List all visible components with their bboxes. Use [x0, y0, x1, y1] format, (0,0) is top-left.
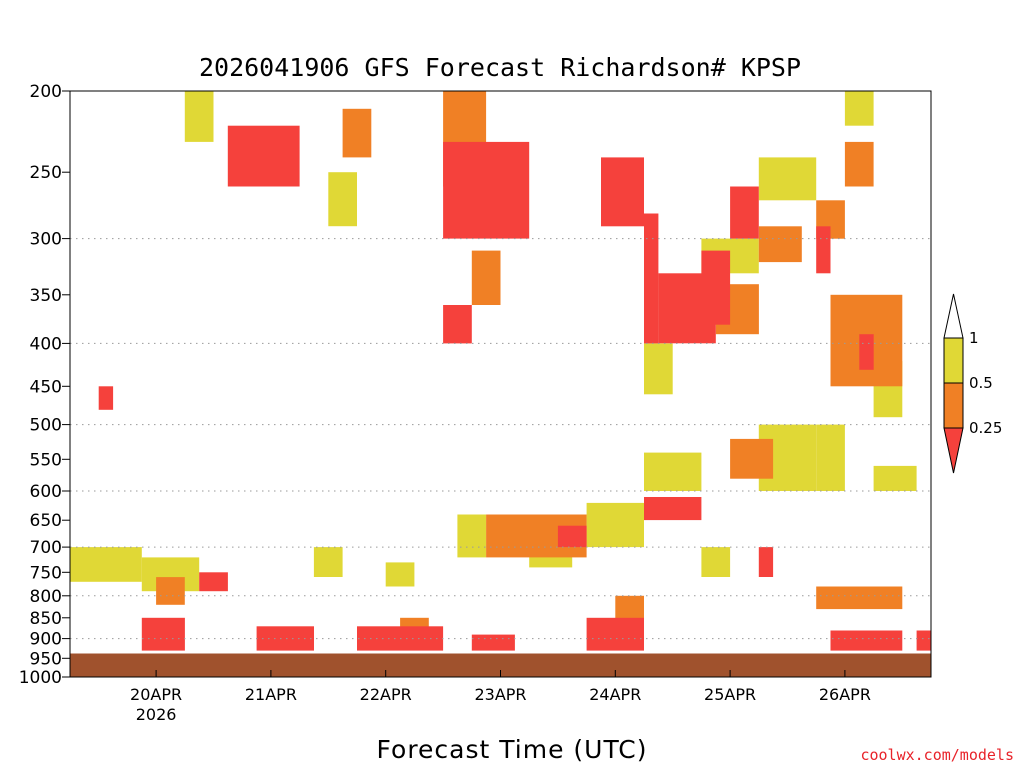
credit-link[interactable]: coolwx.com/models — [860, 746, 1014, 764]
y-tick-label-1000: 1000 — [19, 668, 62, 688]
ri-region-2-11 — [601, 157, 644, 227]
ri-region-1-8 — [730, 438, 774, 479]
x-tick-label-0: 20APR — [130, 685, 182, 704]
ri-region-2-12 — [644, 213, 659, 344]
x-tick-label-2: 22APR — [360, 685, 412, 704]
legend-bin-gt1 — [943, 293, 964, 339]
ri-region-2-17 — [758, 547, 774, 577]
ri-region-2-10 — [586, 617, 644, 651]
ri-region-1-1 — [342, 108, 372, 158]
x-tick-label-3: 23APR — [474, 685, 526, 704]
ri-region-0-2 — [184, 91, 214, 142]
ri-region-0-17 — [844, 91, 874, 126]
ri-region-0-10 — [644, 343, 673, 395]
y-tick-label-850: 850 — [30, 609, 62, 629]
legend-level-label-2: 0.25 — [969, 419, 1002, 437]
ri-region-0-14 — [758, 157, 817, 201]
ri-region-0-16 — [816, 424, 845, 491]
ri-region-2-9 — [557, 525, 587, 548]
ri-region-0-4 — [328, 172, 357, 227]
y-tick-label-650: 650 — [30, 511, 62, 531]
x-axis-label: Forecast Time (UTC) — [377, 735, 648, 764]
ri-region-0-5 — [385, 562, 415, 587]
y-tick-label-550: 550 — [30, 450, 62, 470]
ri-region-0-9 — [586, 502, 644, 548]
chart-title: 2026041906 GFS Forecast Richardson# KPSP — [199, 53, 801, 82]
y-tick-label-700: 700 — [30, 538, 62, 558]
axes: 200 250 300 350 400 450 500 550 600 650 700 750 8008… — [19, 82, 871, 724]
ri-region-0-3 — [313, 547, 343, 577]
ri-region-1-9 — [758, 226, 802, 263]
y-tick-label-300: 300 — [30, 230, 62, 250]
legend-level-label-1: 0.5 — [969, 374, 993, 392]
ri-region-2-7 — [443, 141, 530, 239]
ri-region-2-2 — [199, 572, 228, 592]
ri-region-2-19 — [830, 630, 903, 651]
legend-bin-0.5-1 — [943, 337, 964, 384]
y-tick-label-750: 750 — [30, 563, 62, 583]
ri-region-1-4 — [471, 250, 501, 305]
ri-region-2-6 — [443, 305, 472, 344]
ri-region-2-13 — [644, 497, 702, 521]
y-tick-label-350: 350 — [30, 286, 62, 306]
ri-region-2-0 — [98, 386, 114, 410]
y-tick-label-450: 450 — [30, 377, 62, 397]
plot-area — [70, 91, 931, 651]
y-tick-label-400: 400 — [30, 334, 62, 354]
ri-region-2-15 — [701, 250, 731, 325]
ri-region-1-0 — [156, 577, 185, 605]
y-tick-label-900: 900 — [30, 630, 62, 650]
legend-bin-0.25-0.5 — [943, 382, 964, 429]
ri-region-0-13 — [701, 547, 731, 577]
ri-region-1-12 — [816, 586, 903, 610]
x-tick-label-5: 25APR — [704, 685, 756, 704]
ri-region-0-19 — [873, 465, 917, 491]
y-tick-label-950: 950 — [30, 649, 62, 669]
x-tick-label-4: 24APR — [589, 685, 641, 704]
ri-region-2-3 — [227, 125, 300, 187]
colorbar-legend: 1 0.5 0.25 — [943, 293, 1002, 474]
y-tick-label-500: 500 — [30, 416, 62, 436]
ri-region-2-18 — [816, 226, 831, 274]
x-tick-sublabel-0: 2026 — [136, 705, 177, 724]
x-tick-label-6: 26APR — [819, 685, 871, 704]
ri-region-1-13 — [844, 141, 874, 187]
legend-bin-lt0.25 — [943, 427, 964, 474]
y-tick-label-200: 200 — [30, 82, 62, 102]
ri-region-2-16 — [730, 186, 759, 239]
ri-region-2-20 — [859, 334, 874, 370]
ri-region-0-7 — [457, 514, 487, 558]
ri-region-2-8 — [471, 634, 515, 651]
x-tick-label-1: 21APR — [245, 685, 297, 704]
ri-region-2-1 — [141, 617, 185, 651]
y-tick-label-800: 800 — [30, 587, 62, 607]
legend-level-label-0: 1 — [969, 329, 979, 347]
y-tick-label-250: 250 — [30, 163, 62, 183]
ri-region-2-21 — [916, 630, 931, 651]
ri-region-1-6 — [615, 595, 644, 623]
ri-region-0-11 — [644, 452, 702, 491]
y-tick-label-600: 600 — [30, 482, 62, 502]
ri-region-0-0 — [70, 547, 142, 582]
